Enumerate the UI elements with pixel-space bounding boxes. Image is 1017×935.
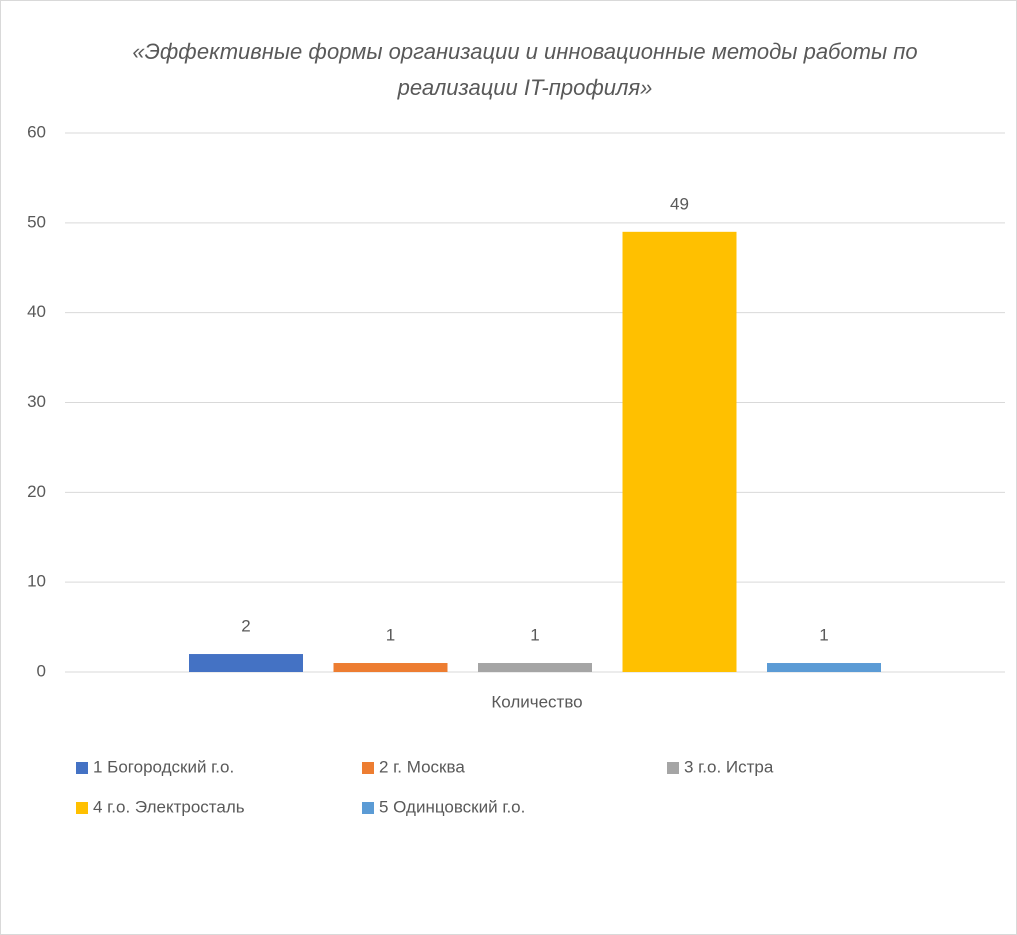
bar (767, 663, 881, 672)
bar (478, 663, 592, 672)
x-tick-label: Количество (491, 692, 582, 711)
y-tick-label: 60 (27, 122, 46, 141)
y-tick-label: 30 (27, 392, 46, 411)
data-label: 1 (819, 626, 828, 645)
legend-marker (667, 762, 679, 774)
y-tick-label: 20 (27, 482, 46, 501)
legend-label: 4 г.о. Электросталь (93, 797, 245, 816)
legend-marker (362, 762, 374, 774)
y-tick-label: 10 (27, 572, 46, 591)
chart-title: «Эффективные формы организации и инновац… (132, 39, 918, 100)
data-label: 1 (386, 626, 395, 645)
legend-label: 2 г. Москва (379, 757, 465, 776)
legend-label: 5 Одинцовский г.о. (379, 797, 525, 816)
legend-marker (362, 802, 374, 814)
legend-marker (76, 762, 88, 774)
data-label: 49 (670, 194, 689, 213)
data-label: 2 (241, 617, 250, 636)
bar (333, 663, 448, 672)
y-tick-label: 0 (37, 661, 46, 680)
legend-marker (76, 802, 88, 814)
bar (622, 231, 737, 673)
y-tick-label: 40 (27, 302, 46, 321)
data-label: 1 (530, 626, 539, 645)
bar (189, 654, 303, 672)
y-tick-label: 50 (27, 212, 46, 231)
legend-label: 3 г.о. Истра (684, 757, 774, 776)
legend-label: 1 Богородский г.о. (93, 757, 234, 776)
